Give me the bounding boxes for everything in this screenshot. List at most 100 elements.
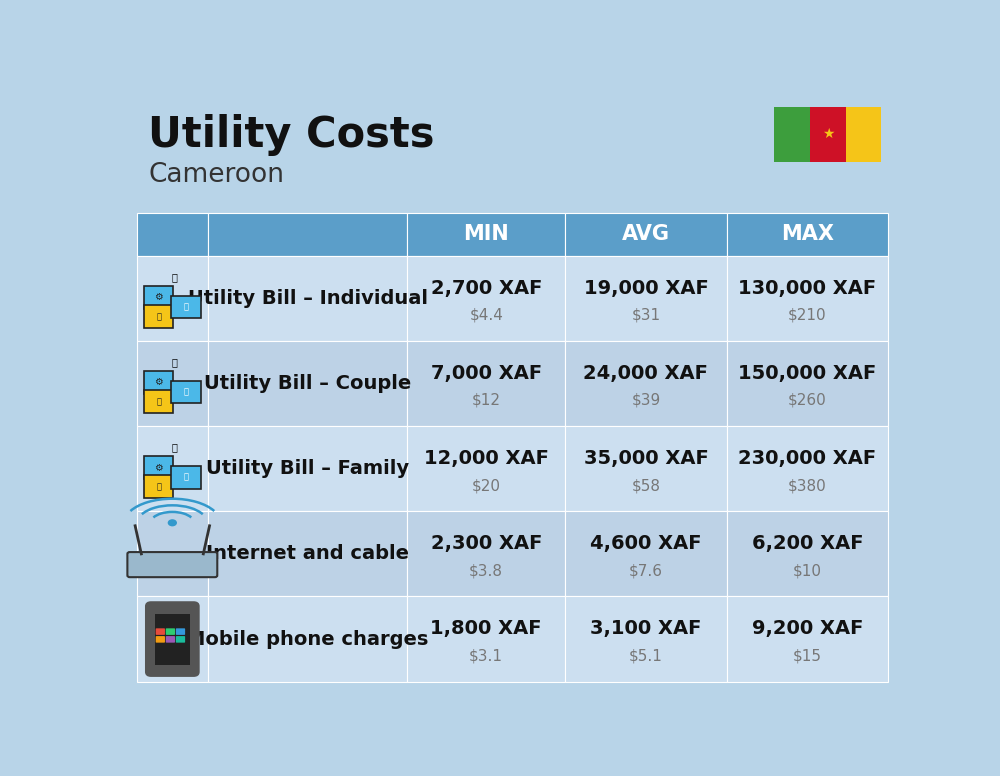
- FancyBboxPatch shape: [407, 213, 565, 255]
- FancyBboxPatch shape: [137, 426, 208, 511]
- Text: ⚙: ⚙: [154, 462, 163, 473]
- Text: $5.1: $5.1: [629, 649, 663, 663]
- Text: 🔌: 🔌: [156, 397, 161, 406]
- FancyBboxPatch shape: [176, 636, 185, 643]
- Text: $12: $12: [472, 393, 501, 408]
- FancyBboxPatch shape: [208, 255, 407, 341]
- Text: ⚙: ⚙: [154, 293, 163, 303]
- FancyBboxPatch shape: [407, 255, 565, 341]
- Text: $210: $210: [788, 308, 827, 323]
- FancyBboxPatch shape: [144, 476, 173, 498]
- Text: $7.6: $7.6: [629, 563, 663, 578]
- FancyBboxPatch shape: [565, 255, 727, 341]
- Text: $3.8: $3.8: [469, 563, 503, 578]
- FancyBboxPatch shape: [146, 603, 198, 676]
- FancyBboxPatch shape: [208, 426, 407, 511]
- Text: 9,200 XAF: 9,200 XAF: [752, 619, 863, 639]
- Text: ⚙: ⚙: [154, 377, 163, 387]
- Text: 7,000 XAF: 7,000 XAF: [431, 364, 542, 383]
- FancyBboxPatch shape: [137, 597, 208, 681]
- Text: $3.1: $3.1: [469, 649, 503, 663]
- FancyBboxPatch shape: [166, 636, 175, 643]
- Text: 230,000 XAF: 230,000 XAF: [738, 449, 877, 468]
- FancyBboxPatch shape: [156, 636, 165, 643]
- Text: 🧑: 🧑: [172, 442, 178, 452]
- Text: Utility Bill – Individual: Utility Bill – Individual: [188, 289, 428, 308]
- FancyBboxPatch shape: [846, 107, 881, 162]
- FancyBboxPatch shape: [774, 107, 810, 162]
- Text: $4.4: $4.4: [469, 308, 503, 323]
- Text: 💧: 💧: [183, 473, 188, 482]
- FancyBboxPatch shape: [176, 629, 185, 635]
- FancyBboxPatch shape: [208, 341, 407, 426]
- Text: 35,000 XAF: 35,000 XAF: [584, 449, 708, 468]
- Text: Utility Bill – Couple: Utility Bill – Couple: [204, 374, 411, 393]
- Text: 🔌: 🔌: [156, 483, 161, 491]
- Text: 19,000 XAF: 19,000 XAF: [584, 279, 708, 297]
- Text: 💧: 💧: [183, 303, 188, 311]
- FancyBboxPatch shape: [208, 213, 407, 255]
- FancyBboxPatch shape: [810, 107, 846, 162]
- Text: ★: ★: [822, 127, 834, 141]
- FancyBboxPatch shape: [565, 213, 727, 255]
- Text: 4,600 XAF: 4,600 XAF: [590, 534, 702, 553]
- Text: 150,000 XAF: 150,000 XAF: [738, 364, 877, 383]
- Text: $58: $58: [631, 478, 660, 494]
- Text: $380: $380: [788, 478, 827, 494]
- FancyBboxPatch shape: [171, 381, 201, 404]
- FancyBboxPatch shape: [727, 426, 888, 511]
- Text: 🧑: 🧑: [172, 358, 178, 367]
- FancyBboxPatch shape: [137, 341, 208, 426]
- FancyBboxPatch shape: [144, 286, 173, 309]
- FancyBboxPatch shape: [407, 511, 565, 597]
- FancyBboxPatch shape: [407, 597, 565, 681]
- Text: $260: $260: [788, 393, 827, 408]
- FancyBboxPatch shape: [137, 511, 208, 597]
- FancyBboxPatch shape: [127, 552, 217, 577]
- Text: 3,100 XAF: 3,100 XAF: [590, 619, 702, 639]
- FancyBboxPatch shape: [144, 371, 173, 394]
- FancyBboxPatch shape: [144, 456, 173, 479]
- Text: 24,000 XAF: 24,000 XAF: [583, 364, 708, 383]
- FancyBboxPatch shape: [166, 629, 175, 635]
- Text: $15: $15: [793, 649, 822, 663]
- FancyBboxPatch shape: [565, 341, 727, 426]
- FancyBboxPatch shape: [565, 511, 727, 597]
- FancyBboxPatch shape: [137, 213, 208, 255]
- Text: Utility Costs: Utility Costs: [148, 114, 435, 156]
- FancyBboxPatch shape: [156, 629, 165, 635]
- Text: Mobile phone charges: Mobile phone charges: [186, 629, 429, 649]
- FancyBboxPatch shape: [137, 255, 208, 341]
- FancyBboxPatch shape: [208, 597, 407, 681]
- Text: 6,200 XAF: 6,200 XAF: [752, 534, 863, 553]
- Text: 💧: 💧: [183, 387, 188, 397]
- FancyBboxPatch shape: [727, 511, 888, 597]
- Text: AVG: AVG: [622, 224, 670, 244]
- Circle shape: [168, 519, 177, 526]
- Text: 🧑: 🧑: [172, 272, 178, 282]
- Text: $10: $10: [793, 563, 822, 578]
- FancyBboxPatch shape: [407, 426, 565, 511]
- FancyBboxPatch shape: [171, 466, 201, 489]
- FancyBboxPatch shape: [727, 213, 888, 255]
- Text: 2,700 XAF: 2,700 XAF: [431, 279, 542, 297]
- FancyBboxPatch shape: [727, 341, 888, 426]
- FancyBboxPatch shape: [565, 426, 727, 511]
- FancyBboxPatch shape: [565, 597, 727, 681]
- Text: $31: $31: [631, 308, 660, 323]
- Text: MIN: MIN: [463, 224, 509, 244]
- Text: $20: $20: [472, 478, 501, 494]
- FancyBboxPatch shape: [144, 390, 173, 413]
- FancyBboxPatch shape: [155, 614, 190, 665]
- Text: MAX: MAX: [781, 224, 834, 244]
- FancyBboxPatch shape: [144, 305, 173, 327]
- Text: Utility Bill – Family: Utility Bill – Family: [206, 459, 409, 478]
- FancyBboxPatch shape: [727, 255, 888, 341]
- FancyBboxPatch shape: [407, 341, 565, 426]
- FancyBboxPatch shape: [171, 296, 201, 318]
- Text: 🔌: 🔌: [156, 312, 161, 321]
- Text: Internet and cable: Internet and cable: [206, 545, 409, 563]
- FancyBboxPatch shape: [727, 597, 888, 681]
- Text: Cameroon: Cameroon: [148, 162, 284, 188]
- Text: $39: $39: [631, 393, 661, 408]
